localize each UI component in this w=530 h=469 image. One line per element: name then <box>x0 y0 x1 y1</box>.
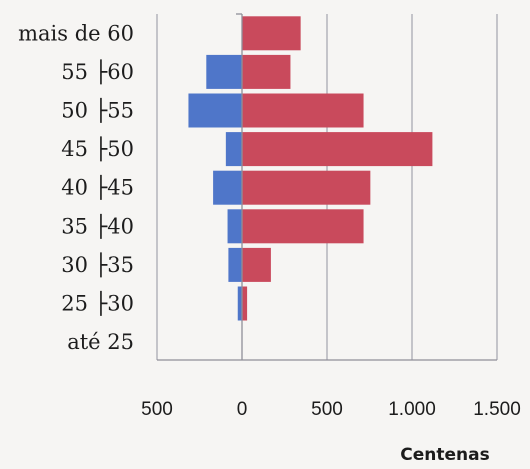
x-tick-label-2: 500 <box>311 399 343 420</box>
bar-series2-0 <box>242 16 301 51</box>
bars <box>188 16 433 321</box>
category-label-4: 40 ├45 <box>61 175 134 201</box>
bar-series1-2 <box>188 93 242 128</box>
x-tick-labels: 500 0 500 1.000 1.500 <box>141 399 521 420</box>
bar-series2-6 <box>242 247 271 282</box>
bar-series2-1 <box>242 54 291 89</box>
bar-series2-3 <box>242 132 433 167</box>
x-tick-label-0: 500 <box>141 399 173 420</box>
category-label-8: até 25 <box>67 330 134 354</box>
category-labels: mais de 60 55 ├60 50 ├55 45 ├50 40 ├45 35 ├40… <box>18 21 134 354</box>
x-tick-label-1: 0 <box>237 399 248 420</box>
bar-series1-7 <box>237 286 242 321</box>
category-label-3: 45 ├50 <box>61 136 134 162</box>
category-label-5: 35 ├40 <box>61 213 134 239</box>
bar-series2-4 <box>242 170 371 205</box>
category-label-7: 25 ├30 <box>61 291 134 317</box>
grid-lines <box>156 14 498 360</box>
bar-series1-6 <box>228 247 242 282</box>
x-tick-label-4: 1.500 <box>473 399 521 420</box>
axes <box>157 13 497 361</box>
bar-series2-2 <box>242 93 364 128</box>
category-label-6: 30 ├35 <box>61 252 134 278</box>
category-label-2: 50 ├55 <box>61 98 134 124</box>
x-axis-title: Centenas <box>400 445 489 465</box>
bar-series1-4 <box>213 170 242 205</box>
bar-series1-3 <box>225 132 242 167</box>
bar-series1-1 <box>206 54 242 89</box>
bar-series2-5 <box>242 209 364 244</box>
bar-series1-5 <box>227 209 242 244</box>
category-label-0: mais de 60 <box>18 21 134 45</box>
bar-series2-7 <box>242 286 248 321</box>
category-label-1: 55 ├60 <box>61 59 134 85</box>
x-tick-label-3: 1.000 <box>388 399 436 420</box>
